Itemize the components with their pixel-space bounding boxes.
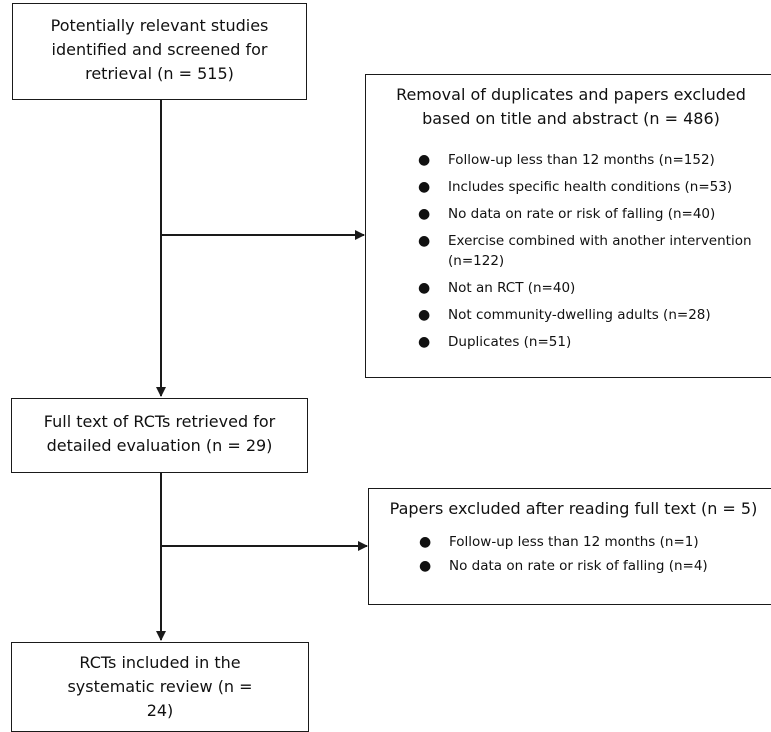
exclusion2-title: Papers excluded after reading full text … [389,499,758,518]
exclusion2-box: Papers excluded after reading full text … [368,488,771,605]
exclusion1-item: ● Not an RCT (n=40) [418,280,576,296]
identified-box: Potentially relevant studies identified … [12,3,307,100]
exclusion1-box: Removal of duplicates and papers exclude… [365,74,771,378]
exclusion1-title: Removal of duplicates and papers exclude… [396,85,746,128]
exclusion2-list: ● Follow-up less than 12 months (n=1) ● No… [419,532,771,576]
exclusion1-item: ● Follow-up less than 12 months (n=152) [418,152,715,168]
included-box: RCTs included in the systematic review (… [11,642,309,732]
exclusion1-item: ● Duplicates (n=51) [418,334,572,350]
exclusion2-item: ● Follow-up less than 12 months (n=1) [419,534,699,550]
fulltext-text: Full text of RCTs retrieved for detailed… [43,412,276,455]
exclusion1-list: ● Follow-up less than 12 months (n=152) ●… [418,150,760,352]
included-text: RCTs included in the systematic review (… [67,653,253,720]
exclusion1-item: ● Not community-dwelling adults (n=28) [418,307,711,323]
exclusion1-item: ● No data on rate or risk of falling (n=4… [418,206,716,222]
exclusion1-item: ● Exercise combined with another interven… [418,233,752,269]
identified-text: Potentially relevant studies identified … [50,16,269,83]
fulltext-box: Full text of RCTs retrieved for detailed… [11,398,308,473]
exclusion1-item: ● Includes specific health conditions (n=… [418,179,733,195]
exclusion2-item: ● No data on rate or risk of falling (n=4… [419,558,708,574]
